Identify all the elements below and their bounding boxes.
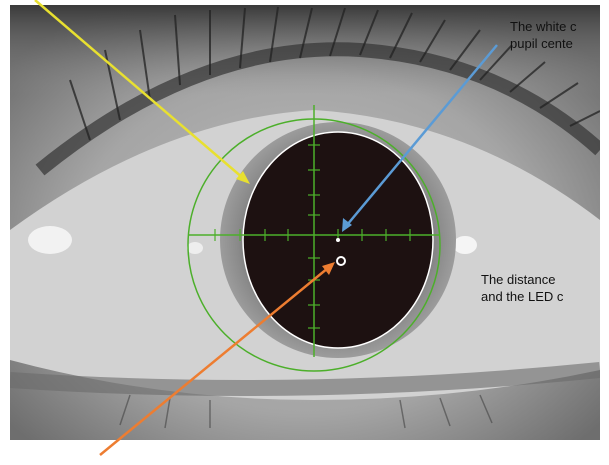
arrows <box>34 0 498 456</box>
annotation-text: The distance <box>481 272 555 287</box>
eye-photo <box>10 5 600 440</box>
annotation-text: pupil cente <box>510 36 573 51</box>
reticle <box>187 105 441 372</box>
led-reflection <box>336 256 346 266</box>
annotation-text: The white c <box>510 19 577 34</box>
pupil-center-dot <box>336 238 340 242</box>
annotation-text: and the LED c <box>481 289 564 304</box>
